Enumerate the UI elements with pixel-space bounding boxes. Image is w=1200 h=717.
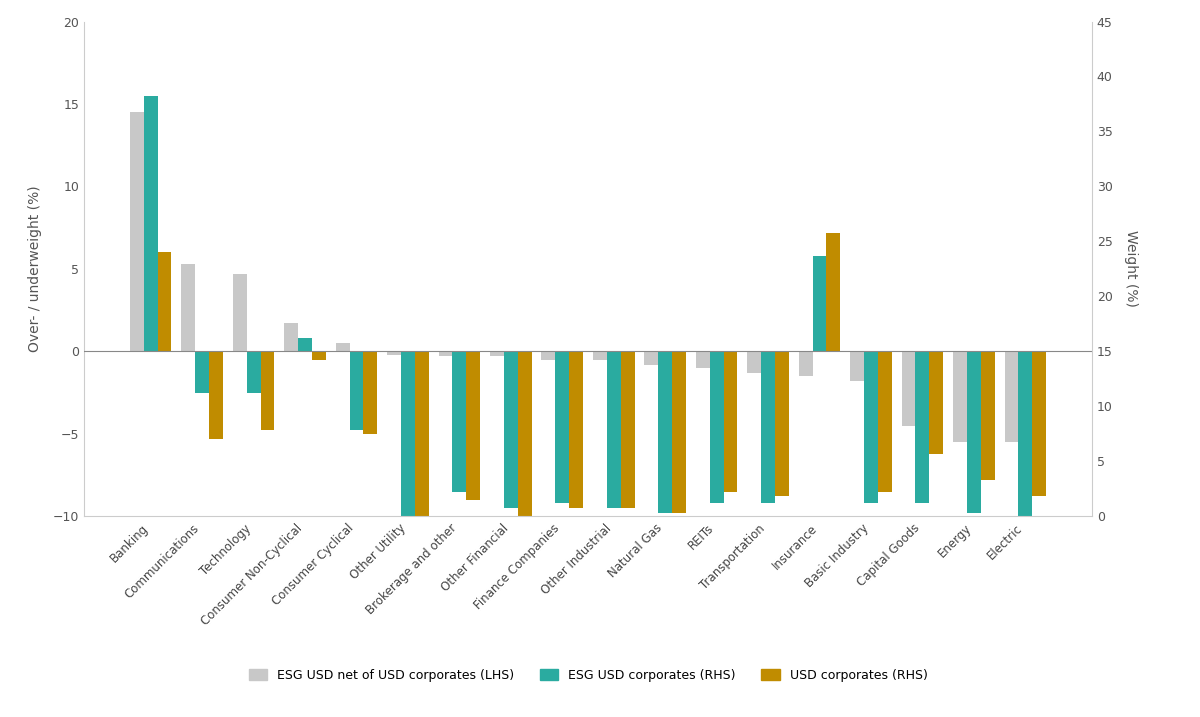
Bar	[181, 264, 196, 351]
Bar	[659, 351, 672, 513]
Bar	[298, 338, 312, 351]
Bar	[233, 274, 247, 351]
Bar	[336, 343, 349, 351]
Legend: ESG USD net of USD corporates (LHS), ESG USD corporates (RHS), USD corporates (R: ESG USD net of USD corporates (LHS), ESG…	[242, 663, 934, 688]
Bar	[1032, 351, 1046, 496]
Bar	[672, 351, 686, 513]
Bar	[364, 351, 377, 434]
Bar	[1004, 351, 1019, 442]
Bar	[144, 95, 157, 351]
Bar	[452, 351, 467, 492]
Bar	[916, 351, 929, 503]
Bar	[878, 351, 892, 492]
Bar	[415, 351, 428, 516]
Bar	[709, 351, 724, 503]
Bar	[569, 351, 583, 508]
Bar	[799, 351, 812, 376]
Bar	[209, 351, 223, 439]
Bar	[1019, 351, 1032, 516]
Bar	[644, 351, 659, 364]
Bar	[980, 351, 995, 480]
Y-axis label: Over- / underweight (%): Over- / underweight (%)	[28, 186, 42, 352]
Bar	[556, 351, 569, 503]
Bar	[157, 252, 172, 351]
Bar	[901, 351, 916, 425]
Bar	[775, 351, 788, 496]
Bar	[260, 351, 275, 430]
Bar	[130, 113, 144, 351]
Bar	[490, 351, 504, 356]
Bar	[929, 351, 943, 454]
Bar	[812, 256, 827, 351]
Bar	[953, 351, 967, 442]
Bar	[284, 323, 298, 351]
Y-axis label: Weight (%): Weight (%)	[1123, 230, 1138, 308]
Bar	[541, 351, 556, 360]
Bar	[607, 351, 620, 508]
Bar	[312, 351, 326, 360]
Bar	[247, 351, 260, 393]
Bar	[967, 351, 980, 513]
Bar	[401, 351, 415, 516]
Bar	[761, 351, 775, 503]
Bar	[196, 351, 209, 393]
Bar	[864, 351, 878, 503]
Bar	[696, 351, 709, 368]
Bar	[388, 351, 401, 355]
Bar	[827, 232, 840, 351]
Bar	[517, 351, 532, 516]
Bar	[593, 351, 607, 360]
Bar	[850, 351, 864, 381]
Bar	[620, 351, 635, 508]
Bar	[349, 351, 364, 430]
Bar	[438, 351, 452, 356]
Bar	[467, 351, 480, 500]
Bar	[724, 351, 738, 492]
Bar	[504, 351, 517, 508]
Bar	[748, 351, 761, 373]
